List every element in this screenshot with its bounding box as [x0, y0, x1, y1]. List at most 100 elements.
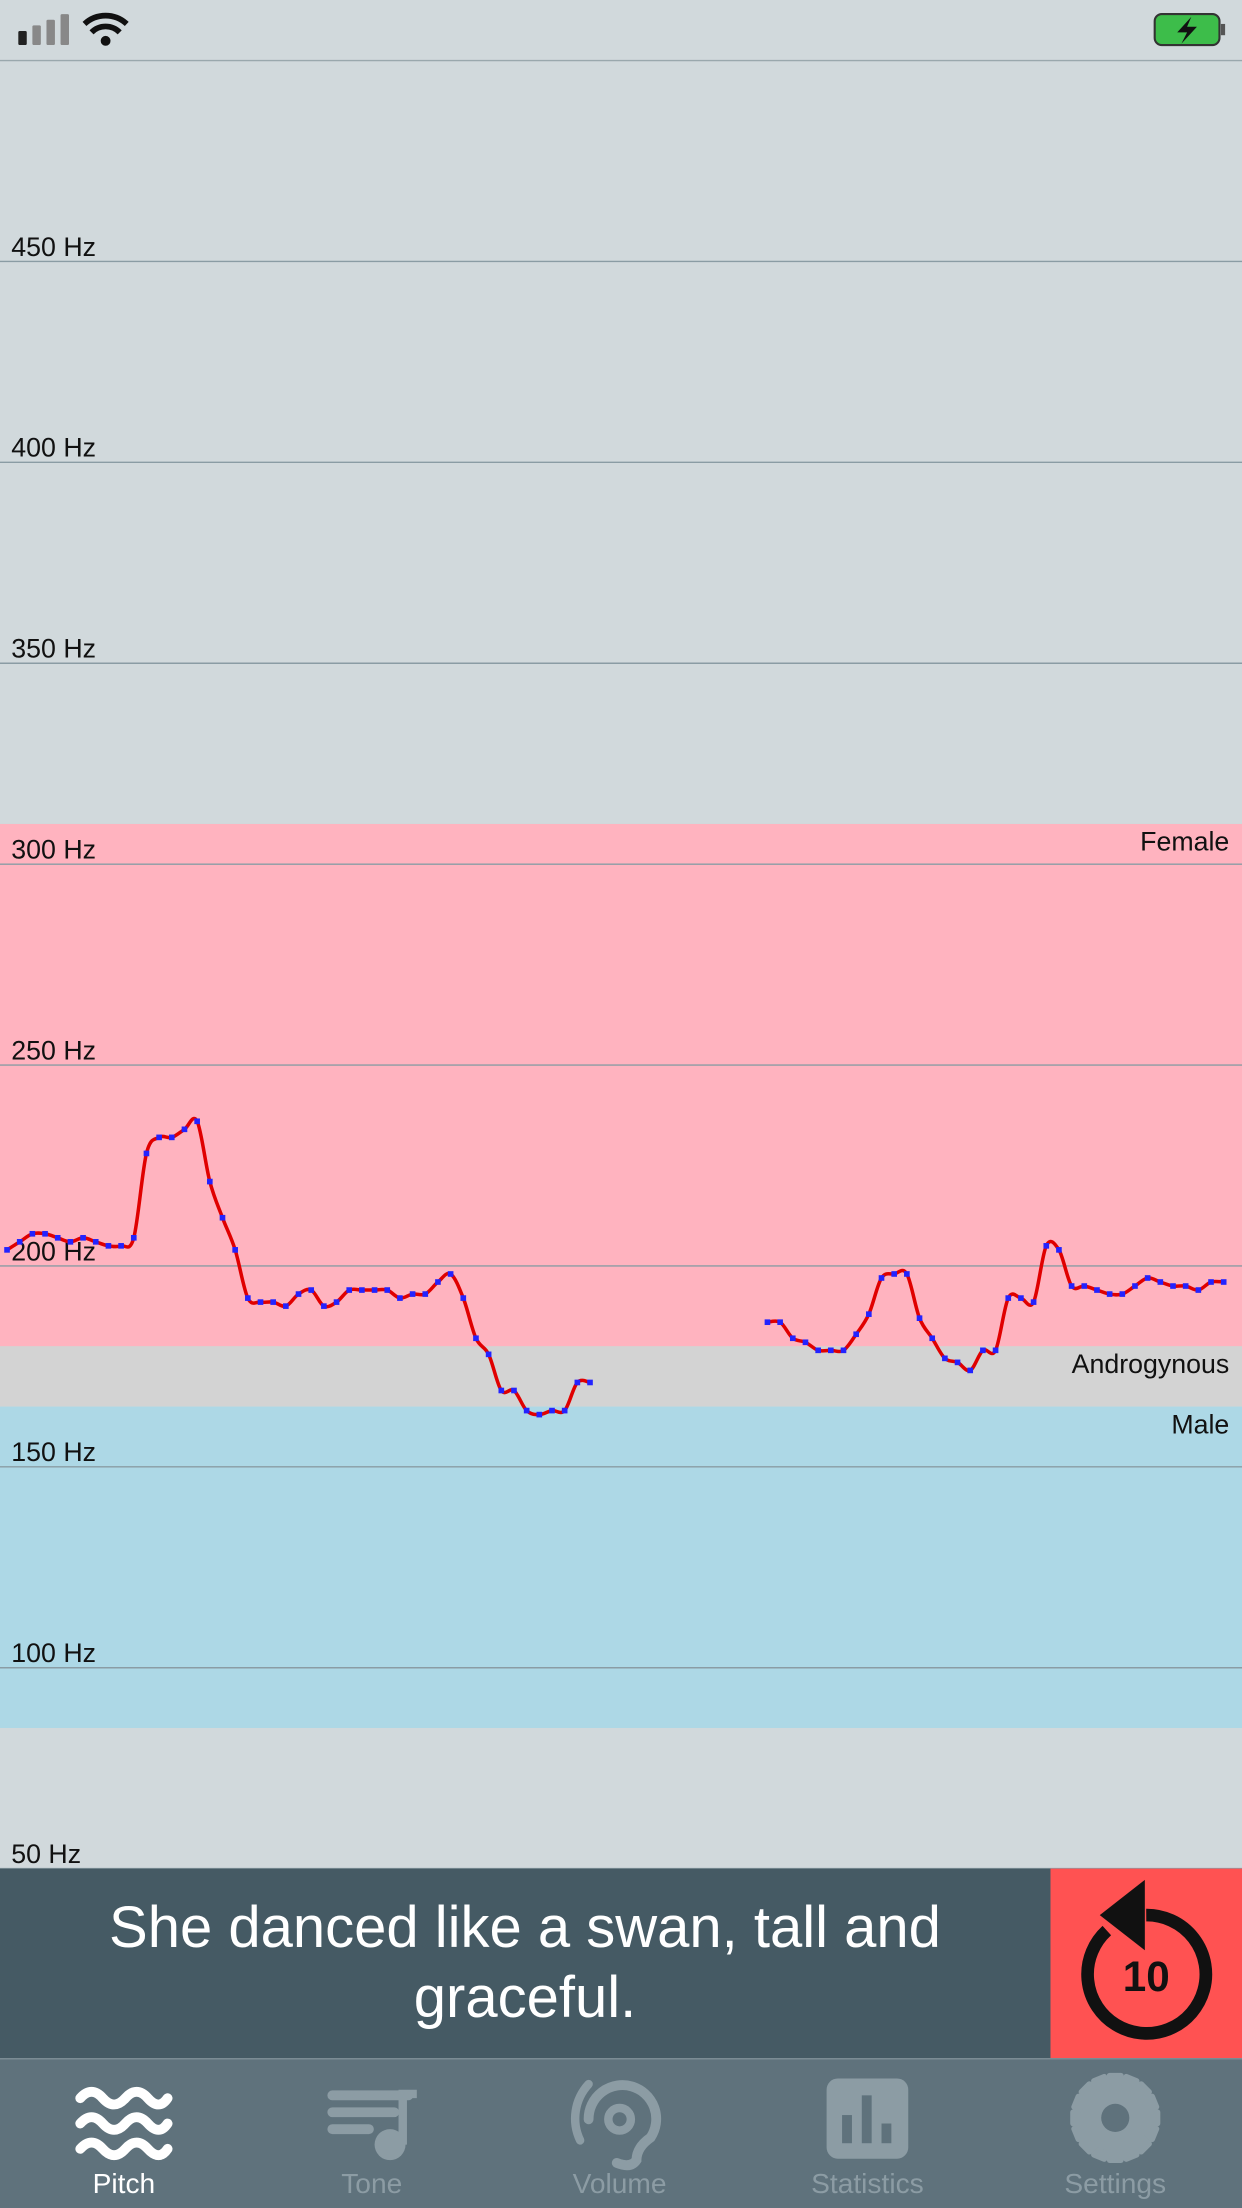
pitch-point	[549, 1407, 555, 1414]
pitch-point	[333, 1299, 340, 1305]
y-tick-label: 50 Hz	[11, 1839, 81, 1869]
pitch-point	[245, 1295, 251, 1301]
replay-arrow	[1099, 1879, 1145, 1951]
pitch-point	[764, 1319, 771, 1326]
pitch-point	[397, 1295, 403, 1301]
pitch-point	[802, 1339, 809, 1346]
pitch-point	[929, 1335, 936, 1342]
pitch-point	[92, 1239, 99, 1245]
pitch-point	[1119, 1291, 1126, 1297]
pitch-point	[194, 1118, 200, 1125]
pitch-point	[1220, 1279, 1227, 1285]
tab-label[interactable]: Pitch	[93, 2168, 156, 2199]
zone-label: Androgynous	[1072, 1349, 1230, 1379]
tab-label[interactable]: Volume	[573, 2168, 667, 2199]
y-tick-label: 250 Hz	[11, 1035, 96, 1065]
prompt-panel	[0, 1868, 1051, 2059]
pitch-point	[54, 1234, 61, 1241]
volume-icon[interactable]	[570, 2079, 662, 2171]
pitch-point	[828, 1347, 834, 1354]
pitch-point	[156, 1134, 162, 1141]
tab-label[interactable]: Settings	[1064, 2168, 1166, 2199]
replay-icon	[1081, 1908, 1213, 2040]
pitch-point	[270, 1299, 276, 1305]
pitch-point	[16, 1239, 23, 1245]
zone-band	[0, 1406, 1242, 1729]
pitch-point	[42, 1230, 48, 1237]
pitch-point	[181, 1126, 188, 1133]
pitch-point	[219, 1214, 226, 1221]
pitch-point	[587, 1379, 593, 1386]
pitch-point	[485, 1351, 492, 1358]
y-tick-label: 100 Hz	[11, 1638, 96, 1668]
pitch-point	[498, 1387, 505, 1394]
pitch-point	[1195, 1287, 1202, 1293]
pitch-point	[1056, 1247, 1062, 1253]
pitch-point	[435, 1279, 441, 1285]
pitch-point	[422, 1291, 429, 1297]
pitch-icon[interactable]	[75, 2086, 173, 2161]
y-tick-label: 350 Hz	[11, 634, 96, 664]
pitch-point	[840, 1347, 847, 1354]
pitch-point	[232, 1247, 238, 1253]
pitch-point	[904, 1271, 910, 1277]
pitch-point	[1068, 1283, 1075, 1289]
pitch-point	[1030, 1299, 1037, 1305]
y-tick-label: 150 Hz	[11, 1437, 96, 1467]
pitch-point	[992, 1347, 999, 1354]
pitch-point	[1144, 1275, 1151, 1281]
pitch-point	[1170, 1283, 1176, 1289]
replay-button[interactable]: 10	[1050, 1868, 1242, 2059]
pitch-point	[118, 1243, 124, 1249]
zone-band	[0, 1346, 1242, 1407]
pitch-point	[980, 1347, 986, 1354]
pitch-point	[1182, 1283, 1189, 1289]
tab-label[interactable]: Tone	[341, 2168, 402, 2199]
pitch-point	[80, 1234, 86, 1241]
pitch-point	[1208, 1279, 1214, 1285]
statistics-icon[interactable]	[826, 2078, 909, 2159]
pitch-point	[815, 1347, 821, 1354]
pitch-point	[67, 1239, 74, 1245]
settings-icon[interactable]	[1070, 2072, 1161, 2163]
pitch-point	[283, 1303, 289, 1309]
pitch-point	[1094, 1287, 1100, 1293]
prompt-text: She danced like a swan, tall and gracefu…	[109, 1895, 941, 2030]
pitch-point	[789, 1335, 796, 1342]
pitch-point	[143, 1150, 150, 1157]
pitch-point	[777, 1319, 783, 1326]
pitch-point	[371, 1287, 378, 1293]
zone-band	[0, 823, 1242, 1347]
pitch-point	[1018, 1295, 1024, 1301]
pitch-point	[878, 1275, 885, 1281]
zone-label: Male	[1171, 1409, 1229, 1439]
pitch-point	[891, 1271, 897, 1277]
replay-label[interactable]: 10	[1123, 1953, 1170, 2000]
pitch-point	[346, 1287, 353, 1293]
pitch-point	[523, 1407, 530, 1414]
y-tick-label: 200 Hz	[11, 1236, 96, 1266]
pitch-point	[207, 1178, 213, 1185]
pitch-point	[295, 1291, 302, 1297]
pitch-point	[308, 1287, 315, 1293]
status-bar	[18, 12, 1226, 47]
pitch-point	[574, 1379, 581, 1386]
pitch-point	[1081, 1283, 1088, 1289]
pitch-point	[473, 1335, 479, 1342]
pitch-point	[1106, 1291, 1113, 1297]
pitch-point	[561, 1407, 568, 1414]
pitch-point	[942, 1355, 948, 1362]
pitch-point	[916, 1315, 923, 1321]
pitch-point	[168, 1134, 175, 1141]
pitch-point	[1005, 1295, 1012, 1301]
pitch-point	[511, 1387, 517, 1394]
pitch-point	[1157, 1279, 1164, 1285]
y-tick-label: 400 Hz	[11, 433, 96, 463]
tab-label[interactable]: Statistics	[811, 2168, 924, 2199]
pitch-point	[460, 1295, 467, 1301]
tone-icon[interactable]	[327, 2089, 417, 2161]
pitch-point	[321, 1303, 327, 1309]
zone-label: Female	[1140, 827, 1229, 857]
pitch-point	[1043, 1243, 1050, 1249]
